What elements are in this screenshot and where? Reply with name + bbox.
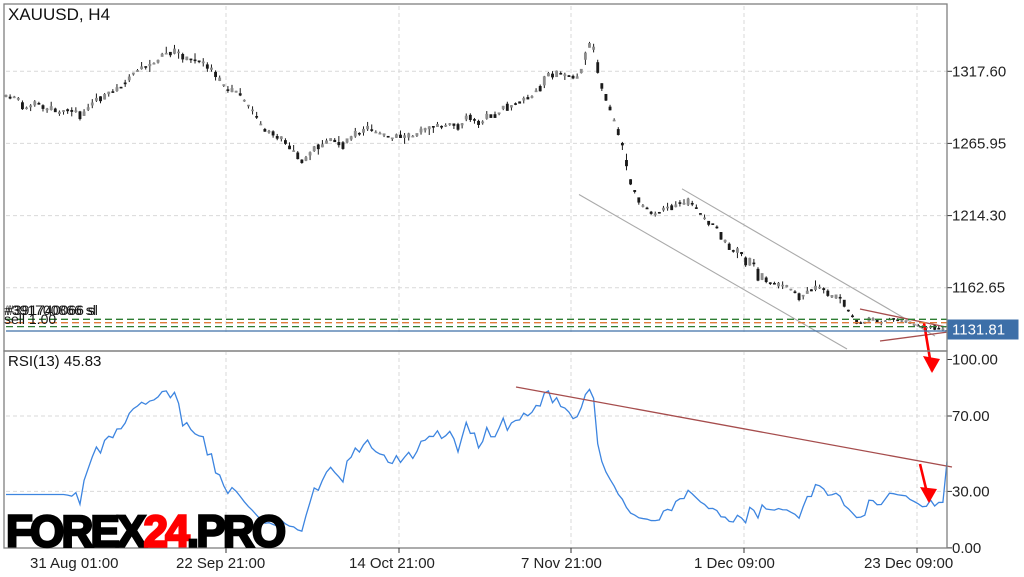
svg-text:1214.30: 1214.30: [952, 208, 1006, 225]
svg-text:23 Dec 09:00: 23 Dec 09:00: [864, 555, 953, 572]
svg-text:1162.65: 1162.65: [952, 280, 1005, 297]
svg-text:1 Dec 09:00: 1 Dec 09:00: [694, 555, 775, 572]
svg-text:22 Sep 21:00: 22 Sep 21:00: [176, 555, 265, 572]
svg-text:100.00: 100.00: [952, 352, 998, 369]
svg-text:RSI(13) 45.83: RSI(13) 45.83: [8, 353, 101, 370]
svg-text:70.00: 70.00: [952, 408, 990, 425]
svg-text:FOREX24.PRO: FOREX24.PRO: [6, 507, 285, 556]
svg-text:1131.81: 1131.81: [952, 322, 1005, 339]
svg-text:7 Nov 21:00: 7 Nov 21:00: [521, 555, 602, 572]
svg-text:0.00: 0.00: [952, 540, 981, 557]
svg-text:14 Oct 21:00: 14 Oct 21:00: [349, 555, 435, 572]
svg-text:1317.60: 1317.60: [952, 64, 1006, 81]
svg-text:XAUUSD, H4: XAUUSD, H4: [8, 5, 110, 24]
svg-text:31 Aug 01:00: 31 Aug 01:00: [30, 555, 118, 572]
svg-text:1265.95: 1265.95: [952, 136, 1006, 153]
svg-text:30.00: 30.00: [952, 484, 990, 501]
svg-text:sell 1.00: sell 1.00: [4, 311, 56, 327]
